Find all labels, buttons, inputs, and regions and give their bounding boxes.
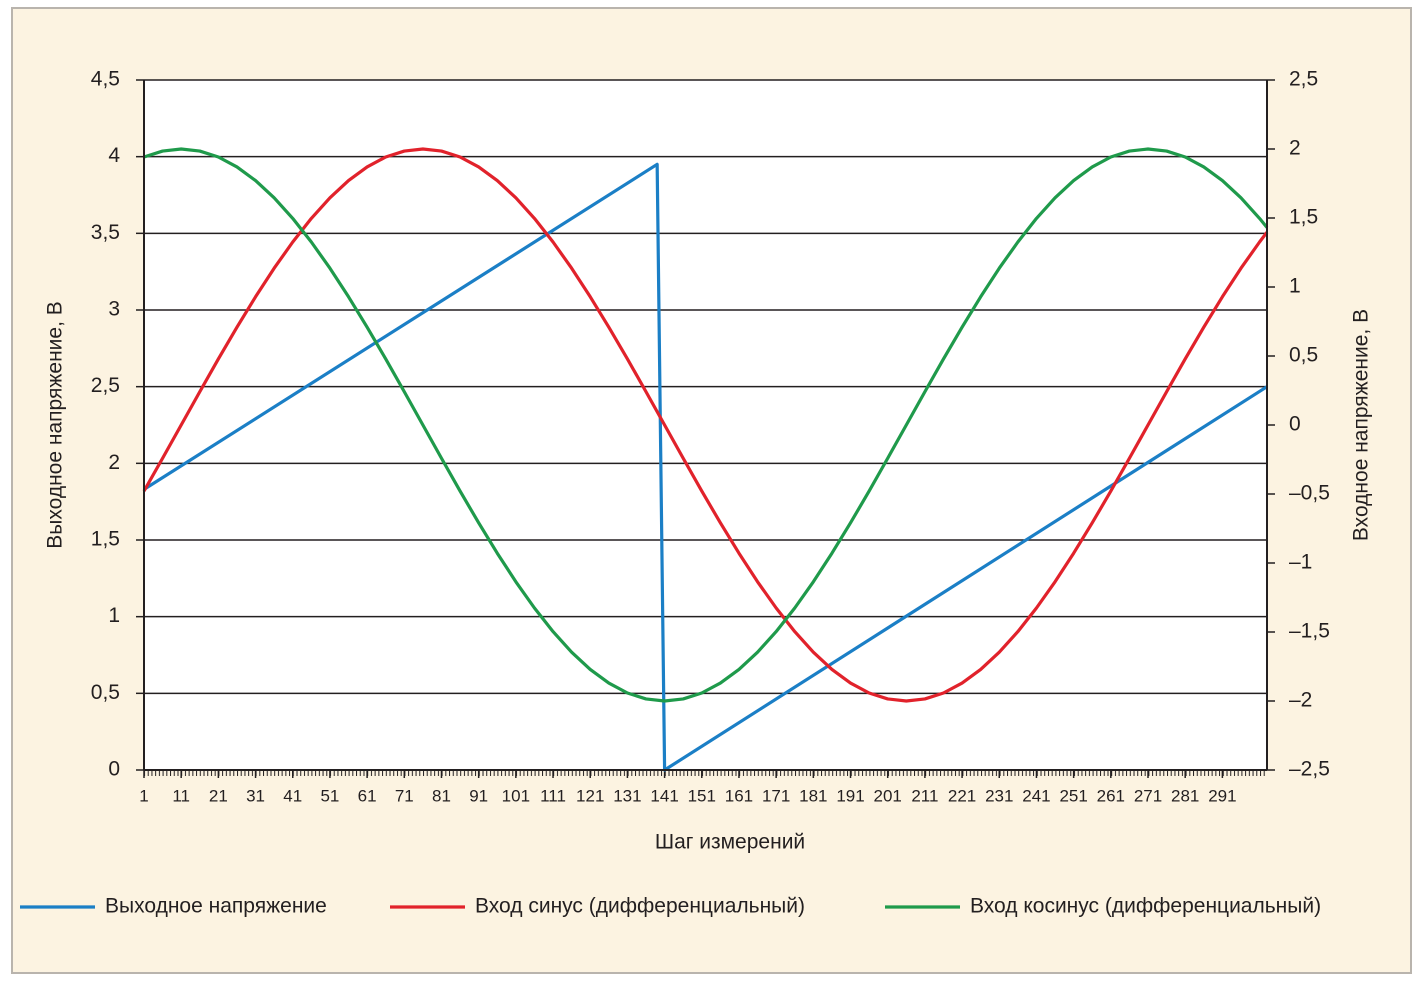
x-tick-label: 261 (1097, 786, 1125, 805)
legend-label: Вход синус (дифференциальный) (475, 895, 805, 918)
x-tick-label: 181 (799, 786, 827, 805)
x-tick-label: 41 (283, 786, 302, 805)
y2-tick-label: –1,5 (1289, 620, 1330, 643)
x-tick-label: 91 (469, 786, 488, 805)
y2-tick-label: 1,5 (1289, 206, 1318, 229)
x-tick-label: 161 (725, 786, 753, 805)
x-tick-label: 81 (432, 786, 451, 805)
y2-axis-title: Входное напряжение, В (1350, 309, 1373, 541)
x-tick-label: 191 (836, 786, 864, 805)
y-tick-label: 1 (108, 604, 120, 627)
x-tick-label: 61 (358, 786, 377, 805)
y2-tick-label: 2 (1289, 137, 1301, 160)
y2-tick-label: 0,5 (1289, 344, 1318, 367)
x-tick-label: 121 (576, 786, 604, 805)
y2-tick-label: 2,5 (1289, 68, 1318, 91)
plot-area (144, 80, 1267, 770)
x-tick-label: 141 (650, 786, 678, 805)
y-tick-label: 4,5 (91, 68, 120, 91)
x-tick-label: 251 (1059, 786, 1087, 805)
y2-tick-label: –2,5 (1289, 758, 1330, 781)
x-tick-label: 131 (613, 786, 641, 805)
series-line (143, 147, 1269, 703)
x-tick-label: 241 (1022, 786, 1050, 805)
y-tick-label: 3,5 (91, 221, 120, 244)
x-tick-label: 271 (1134, 786, 1162, 805)
x-tick-label: 281 (1171, 786, 1199, 805)
x-tick-label: 11 (172, 786, 190, 805)
y2-tick-label: –2 (1289, 689, 1312, 712)
lines (142, 147, 1269, 772)
x-tick-label: 221 (948, 786, 976, 805)
y-tick-label: 0,5 (91, 681, 120, 704)
y2-tick-label: –0,5 (1289, 482, 1330, 505)
x-tick-label: 291 (1208, 786, 1236, 805)
x-tick-label: 111 (540, 786, 566, 805)
series-line (143, 162, 1268, 772)
x-tick-label: 201 (874, 786, 902, 805)
y-tick-label: 0 (108, 758, 120, 781)
x-tick-label: 71 (395, 786, 414, 805)
x-tick-label: 21 (209, 786, 228, 805)
y2-tick-label: –1 (1289, 551, 1312, 574)
y-tick-label: 2 (108, 451, 120, 474)
x-tick-label: 231 (985, 786, 1013, 805)
y-tick-label: 4 (108, 144, 120, 167)
x-tick-label: 151 (688, 786, 716, 805)
series-line (142, 147, 1269, 703)
x-tick-label: 31 (246, 786, 265, 805)
x-tick-label: 171 (762, 786, 790, 805)
y-tick-label: 1,5 (91, 528, 120, 551)
x-tick-label: 211 (911, 786, 938, 805)
legend-label: Выходное напряжение (105, 895, 327, 918)
x-axis-title: Шаг измерений (655, 831, 805, 854)
y-tick-label: 2,5 (91, 374, 120, 397)
x-tick-label: 51 (320, 786, 339, 805)
minor-ticks (144, 770, 1267, 776)
legend: Выходное напряжение Вход синус (дифференц… (20, 895, 1321, 918)
y-axis-title: Выходное напряжение, В (44, 301, 67, 549)
x-tick-label: 1 (139, 786, 148, 805)
y2-tick-label: 1 (1289, 275, 1301, 298)
x-tick-label: 101 (502, 786, 530, 805)
y2-tick-label: 0 (1289, 413, 1301, 436)
y-tick-label: 3 (108, 298, 120, 321)
legend-label: Вход косинус (дифференциальный) (970, 895, 1321, 918)
